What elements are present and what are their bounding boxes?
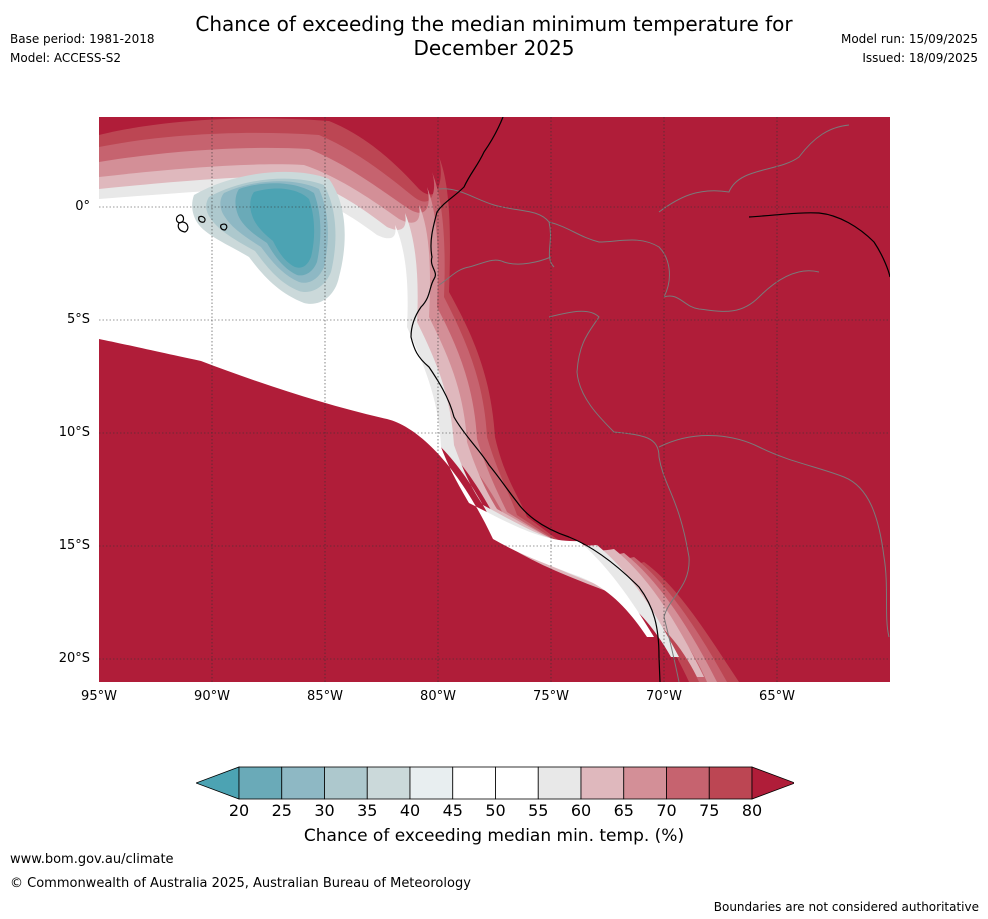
border-venezuela-guyana bbox=[663, 270, 820, 312]
colorbar-cell bbox=[537, 766, 582, 800]
colorbar-tick-label: 65 bbox=[613, 801, 634, 820]
footer-disclaimer: Boundaries are not considered authoritat… bbox=[713, 900, 979, 914]
colorbar-tick-label: 35 bbox=[357, 801, 378, 820]
colorbar-cell bbox=[452, 766, 496, 800]
colorbar-tick-label: 40 bbox=[399, 801, 421, 820]
coast-caribbean bbox=[748, 212, 890, 278]
model-run: Model run: 15/09/2025 bbox=[840, 32, 978, 46]
lat-label-0: 0° bbox=[75, 199, 90, 214]
lon-label-95w: 95°W bbox=[81, 689, 117, 704]
lat-label-10s: 10°S bbox=[58, 425, 90, 440]
colorbar-cell bbox=[580, 766, 625, 800]
border-colombia-venezuela bbox=[548, 221, 670, 298]
colorbar-tick-label: 45 bbox=[442, 801, 463, 820]
colorbar-cell bbox=[623, 766, 667, 800]
colorbar-cells bbox=[196, 766, 794, 800]
galapagos-1 bbox=[175, 214, 185, 224]
border-chile-bolivia bbox=[663, 616, 680, 682]
colorbar-tick-label: 50 bbox=[485, 801, 506, 820]
colorbar-tick-label: 60 bbox=[570, 801, 592, 820]
colorbar-extend-high bbox=[751, 766, 794, 800]
colorbar-cell bbox=[495, 766, 539, 800]
graticule bbox=[99, 117, 890, 682]
model-name: Model: ACCESS-S2 bbox=[10, 51, 122, 65]
contour-50 bbox=[99, 188, 654, 637]
lon-label-70w: 70°W bbox=[646, 689, 682, 704]
lat-label-5s: 5°S bbox=[66, 312, 90, 327]
issued-date: Issued: 18/09/2025 bbox=[862, 51, 978, 65]
colorbar-tick-label: 70 bbox=[656, 801, 677, 820]
colorbar-cell bbox=[324, 766, 368, 800]
colorbar-cell bbox=[666, 766, 710, 800]
probability-map bbox=[99, 117, 890, 682]
border-peru-brazil bbox=[548, 310, 690, 618]
galapagos-2 bbox=[177, 221, 189, 233]
map-title-line1: Chance of exceeding the median minimum t… bbox=[195, 12, 793, 36]
lon-label-90w: 90°W bbox=[194, 689, 230, 704]
colorbar-tick-label: 80 bbox=[741, 801, 763, 820]
lon-label-80w: 80°W bbox=[420, 689, 456, 704]
border-colombia-ecuador bbox=[438, 188, 555, 268]
base-period: Base period: 1981-2018 bbox=[10, 32, 155, 46]
galapagos-4 bbox=[220, 223, 228, 231]
footer-copyright: © Commonwealth of Australia 2025, Austra… bbox=[10, 876, 471, 891]
lon-label-85w: 85°W bbox=[307, 689, 343, 704]
probability-contours bbox=[99, 118, 739, 682]
map-title-line2: December 2025 bbox=[413, 36, 575, 60]
colorbar-cell bbox=[366, 766, 411, 800]
coast-pacific bbox=[410, 117, 661, 682]
border-venezuela-north bbox=[658, 124, 850, 213]
footer-url[interactable]: www.bom.gov.au/climate bbox=[10, 852, 174, 867]
lon-label-75w: 75°W bbox=[533, 689, 569, 704]
colorbar-tick-label: 25 bbox=[271, 801, 292, 820]
border-ecuador-peru bbox=[438, 256, 552, 286]
lat-label-15s: 15°S bbox=[58, 538, 90, 553]
colorbar-cell bbox=[238, 766, 283, 800]
country-borders bbox=[438, 124, 890, 682]
colorbar-tick-label: 75 bbox=[699, 801, 720, 820]
map-title: Chance of exceeding the median minimum t… bbox=[0, 12, 988, 60]
galapagos-3 bbox=[198, 215, 206, 223]
contour-20 bbox=[250, 188, 315, 268]
colorbar-tick-label: 55 bbox=[528, 801, 549, 820]
lat-label-20s: 20°S bbox=[58, 651, 90, 666]
colorbar-extend-low bbox=[196, 766, 240, 800]
colorbar-cell bbox=[281, 766, 325, 800]
lon-label-65w: 65°W bbox=[759, 689, 795, 704]
colorbar-cell bbox=[409, 766, 454, 800]
border-brazil-bolivia bbox=[658, 435, 890, 638]
colorbar-cell bbox=[708, 766, 753, 800]
colorbar-tick-label: 30 bbox=[314, 801, 335, 820]
colorbar-tick-label: 20 bbox=[228, 801, 250, 820]
coastlines bbox=[175, 117, 890, 682]
colorbar-label: Chance of exceeding median min. temp. (%… bbox=[303, 826, 685, 846]
colorbar bbox=[196, 766, 794, 800]
